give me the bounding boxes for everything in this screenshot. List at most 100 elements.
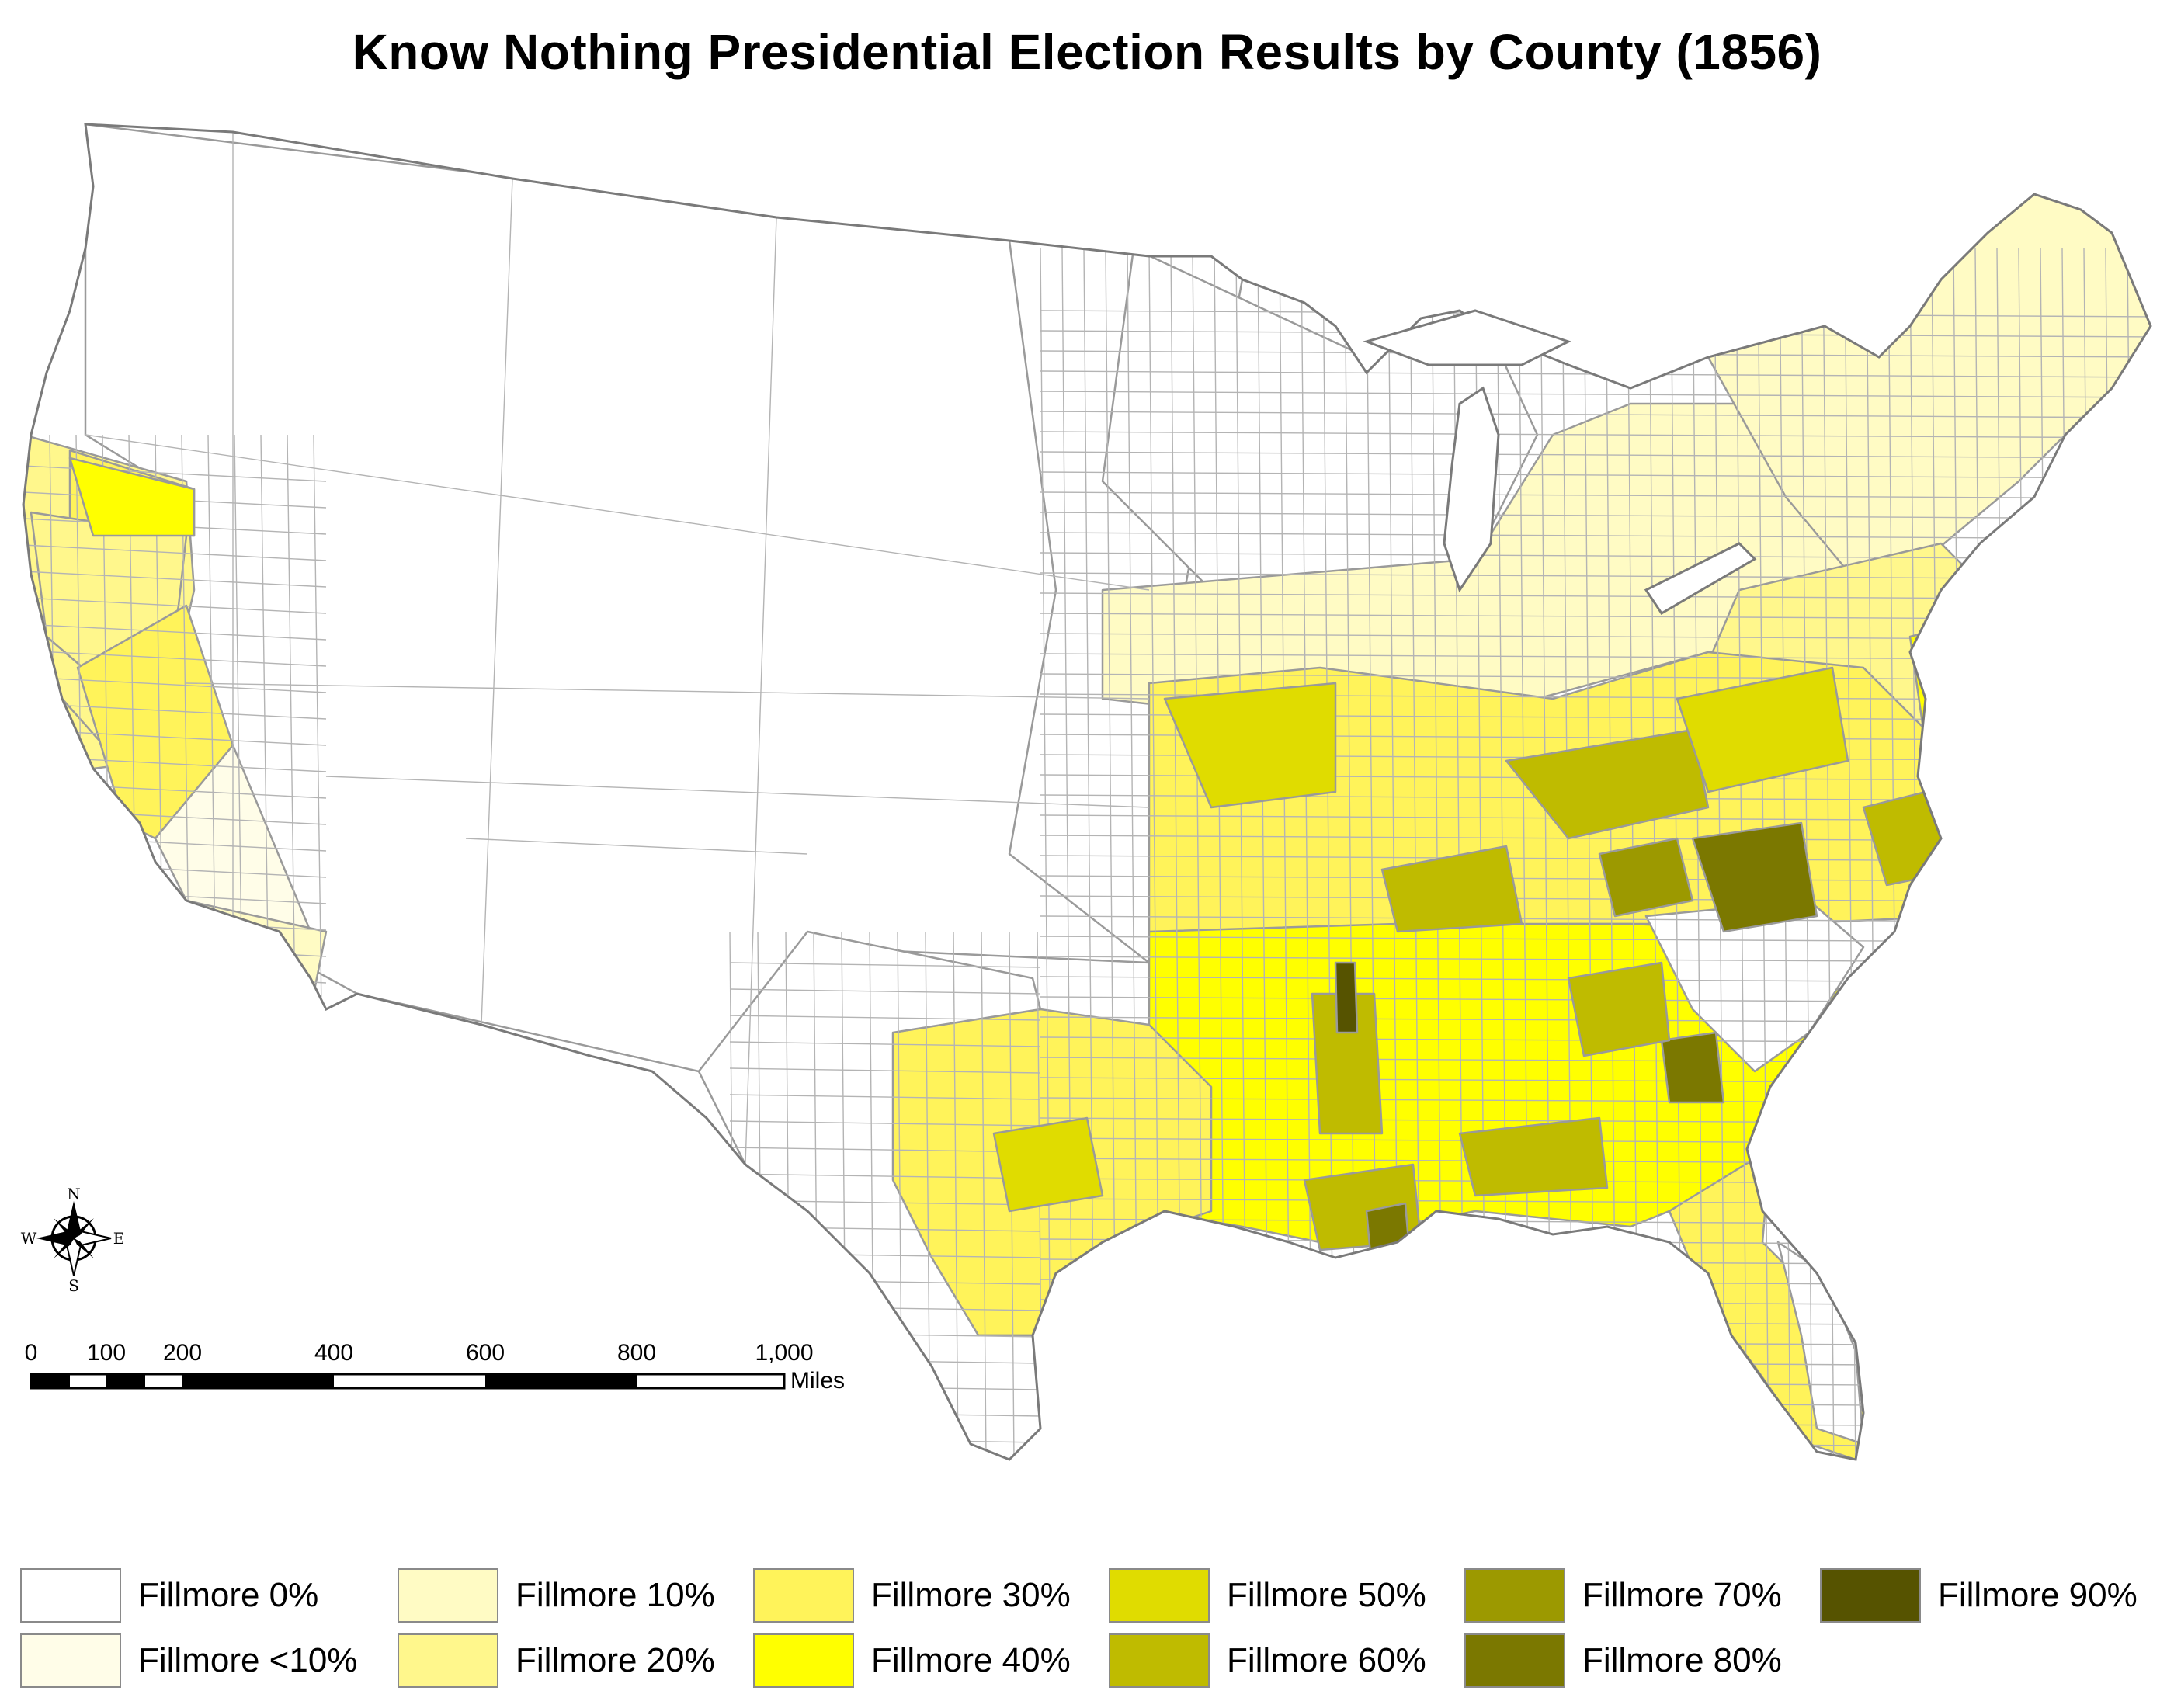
compass-rose: N S E W bbox=[21, 1185, 125, 1295]
map-title: Know Nothing Presidential Election Resul… bbox=[352, 24, 1822, 80]
county-border bbox=[23, 571, 327, 588]
hotspot-north-carolina-central bbox=[1691, 821, 1818, 933]
legend-label: Fillmore <10% bbox=[138, 1641, 358, 1679]
hotspots-layer bbox=[68, 457, 1981, 1255]
county-border bbox=[1040, 1258, 2151, 1266]
county-border bbox=[481, 178, 513, 1026]
hotspot-texas-central bbox=[992, 1116, 1104, 1213]
county-border bbox=[729, 988, 1041, 995]
county-border bbox=[23, 676, 327, 693]
county-border bbox=[729, 1094, 1041, 1100]
county-border bbox=[2127, 248, 2139, 1460]
county-border bbox=[23, 940, 327, 957]
legend-label: Fillmore 70% bbox=[1582, 1576, 1782, 1614]
hotspot-virginia-valley bbox=[1676, 666, 1849, 793]
scale-tick-100: 100 bbox=[87, 1340, 126, 1366]
compass-north: N bbox=[67, 1185, 81, 1203]
scale-tick-600: 600 bbox=[466, 1340, 505, 1366]
legend-swatch bbox=[1820, 1568, 1921, 1623]
county-border bbox=[2105, 248, 2117, 1460]
scale-unit: Miles bbox=[790, 1368, 845, 1394]
county-border bbox=[23, 967, 327, 984]
county-border bbox=[85, 434, 1150, 591]
county-border bbox=[1040, 1339, 2151, 1347]
legend-label: Fillmore 40% bbox=[871, 1641, 1071, 1679]
legend-label: Fillmore 10% bbox=[516, 1576, 715, 1614]
legend-swatch bbox=[1109, 1633, 1210, 1688]
compass-rose-icon bbox=[36, 1201, 112, 1276]
scale-tick-1000: 1,000 bbox=[755, 1340, 813, 1366]
legend-swatch bbox=[20, 1633, 121, 1688]
hotspot-mobile-bay bbox=[1365, 1202, 1411, 1255]
county-border bbox=[729, 1015, 1041, 1021]
lake-erie bbox=[1644, 542, 1757, 616]
county-border bbox=[1040, 1359, 2151, 1367]
county-border bbox=[1040, 512, 2151, 519]
county-border bbox=[1040, 431, 2151, 439]
legend-label: Fillmore 80% bbox=[1582, 1641, 1782, 1679]
hotspot-oregon-northeast bbox=[68, 457, 196, 537]
compass-east: E bbox=[113, 1229, 125, 1248]
county-border bbox=[2148, 248, 2151, 1460]
hotspot-missouri-river-counties bbox=[1163, 682, 1337, 809]
county-border bbox=[23, 597, 327, 614]
legend-label: Fillmore 60% bbox=[1227, 1641, 1426, 1679]
county-border bbox=[729, 1173, 1041, 1179]
scale-bar: 0 100 200 400 600 800 1,000 Miles bbox=[25, 1340, 845, 1394]
county-border bbox=[729, 1120, 1041, 1127]
county-border bbox=[1040, 1319, 2151, 1327]
compass-west: W bbox=[21, 1229, 37, 1248]
county-border bbox=[1040, 532, 2151, 540]
legend-label: Fillmore 20% bbox=[516, 1641, 715, 1679]
compass-south: S bbox=[68, 1276, 79, 1295]
county-border bbox=[287, 434, 296, 1010]
legend-swatch bbox=[1109, 1568, 1210, 1623]
county-border bbox=[745, 217, 777, 1165]
county-border bbox=[313, 434, 322, 1010]
county-border bbox=[1040, 1400, 2151, 1408]
county-border bbox=[2083, 248, 2096, 1460]
county-border bbox=[729, 1041, 1041, 1047]
county-border bbox=[23, 544, 327, 561]
legend-swatch bbox=[1464, 1568, 1565, 1623]
county-border bbox=[1040, 451, 2151, 459]
region-western-territories bbox=[84, 124, 1151, 1073]
country-outline bbox=[22, 123, 2152, 1461]
county-border bbox=[1040, 411, 2151, 418]
county-border bbox=[1040, 1238, 2151, 1246]
county-border bbox=[729, 1068, 1041, 1074]
legend-label: Fillmore 50% bbox=[1227, 1576, 1426, 1614]
county-border bbox=[234, 434, 243, 1010]
county-border bbox=[1040, 471, 2151, 479]
legend-label: Fillmore 90% bbox=[1938, 1576, 2138, 1614]
lake-superior bbox=[1363, 309, 1571, 366]
legend-swatch bbox=[398, 1633, 498, 1688]
county-border bbox=[1040, 1461, 2158, 1467]
county-border bbox=[23, 650, 327, 667]
legend: Fillmore 0% Fillmore <10% Fillmore 10% Fill… bbox=[20, 1568, 2163, 1700]
scale-tick-0: 0 bbox=[25, 1340, 38, 1366]
scale-tick-400: 400 bbox=[314, 1340, 353, 1366]
hotspot-mississippi-river-county bbox=[1334, 961, 1359, 1034]
county-border bbox=[23, 623, 327, 640]
legend-swatch bbox=[20, 1568, 121, 1623]
hotspot-georgia-central bbox=[1567, 961, 1671, 1057]
legend-swatch bbox=[753, 1568, 854, 1623]
county-border bbox=[1040, 1279, 2151, 1286]
county-border bbox=[23, 703, 327, 720]
legend-swatch bbox=[1464, 1633, 1565, 1688]
hotspot-kentucky-bluegrass bbox=[1505, 728, 1710, 840]
county-border bbox=[465, 838, 808, 855]
hotspot-north-carolina-piedmont bbox=[1598, 837, 1694, 918]
legend-label: Fillmore 30% bbox=[871, 1576, 1071, 1614]
legend-swatch bbox=[753, 1633, 854, 1688]
lake-michigan bbox=[1443, 386, 1500, 593]
scale-tick-200: 200 bbox=[163, 1340, 202, 1366]
county-border bbox=[186, 682, 1150, 700]
county-border bbox=[1040, 248, 1052, 1460]
county-border bbox=[1040, 1380, 2151, 1387]
county-border bbox=[1040, 1420, 2151, 1428]
legend-swatch bbox=[398, 1568, 498, 1623]
county-border bbox=[1040, 1299, 2151, 1307]
